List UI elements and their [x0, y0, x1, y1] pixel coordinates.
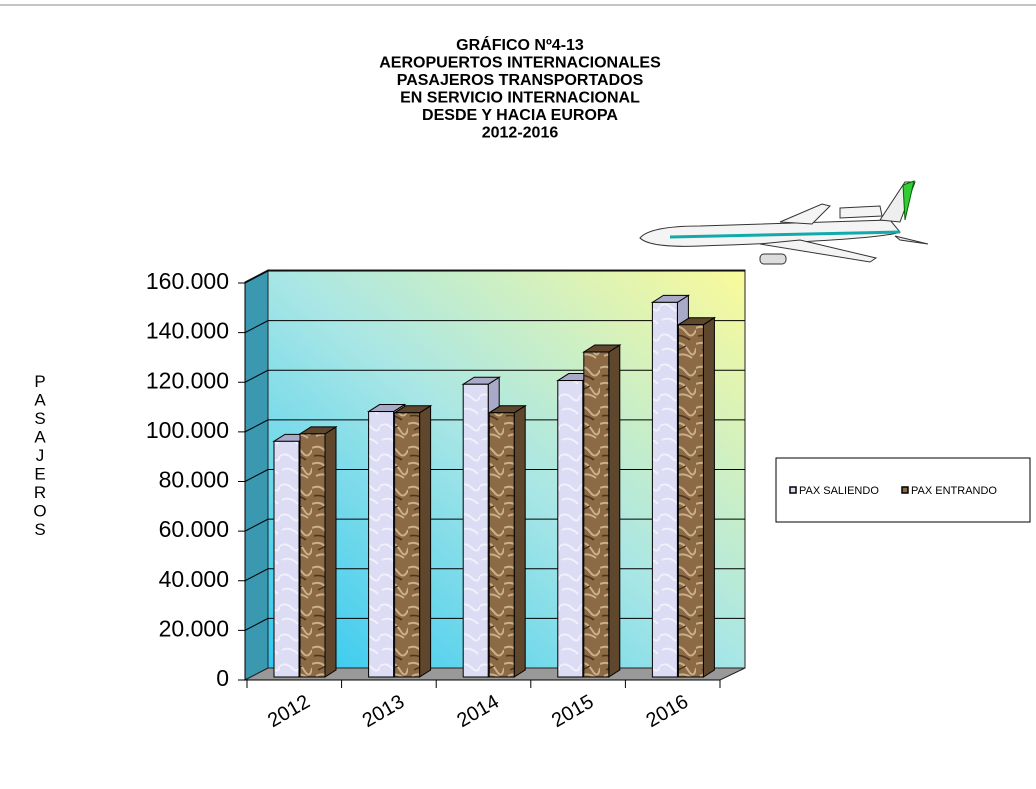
y-tick-label: 120.000: [146, 367, 229, 393]
title-line: DESDE Y HACIA EUROPA: [422, 107, 618, 124]
legend-label: PAX SALIENDO: [799, 485, 879, 497]
y-tick-label: 60.000: [159, 516, 229, 542]
grid-line: [244, 320, 269, 334]
y-tick-label: 160.000: [146, 268, 229, 294]
airplane-icon: [639, 180, 929, 265]
bar: [394, 412, 421, 678]
bar-side: [513, 404, 526, 678]
grid-line: [244, 617, 269, 631]
y-tick-label: 100.000: [146, 417, 229, 443]
bar: [462, 383, 489, 678]
bar-side: [702, 316, 715, 678]
title-line: GRÁFICO Nº4-13: [456, 35, 584, 54]
x-tick-label: 2016: [643, 691, 693, 732]
x-tick-label: 2012: [264, 691, 314, 732]
title-line: 2012-2016: [482, 125, 559, 142]
y-tick-label: 40.000: [159, 566, 229, 592]
grid-line: [244, 270, 269, 284]
grid-line: [244, 518, 269, 532]
title-line: PASAJEROS TRANSPORTADOS: [397, 72, 644, 89]
grid-line: [244, 469, 269, 482]
grid-line: [244, 568, 269, 582]
y-tick-label: 140.000: [146, 318, 229, 344]
bar: [557, 380, 584, 678]
x-tick-label: 2015: [548, 691, 598, 732]
bar: [583, 351, 610, 678]
bar-side: [324, 425, 337, 678]
legend-label: PAX ENTRANDO: [911, 485, 997, 497]
y-tick-label: 20.000: [159, 615, 229, 641]
legend-swatch: [901, 486, 909, 494]
title-line: EN SERVICIO INTERNACIONAL: [400, 90, 640, 107]
bar-side: [608, 344, 621, 678]
grid-line: [244, 369, 269, 383]
legend-swatch: [789, 486, 797, 494]
bar: [488, 412, 515, 678]
bar: [677, 324, 704, 678]
x-tick-label: 2014: [453, 691, 503, 732]
bar: [651, 301, 678, 678]
bar: [299, 433, 326, 678]
bar: [273, 440, 300, 678]
bar-side: [419, 404, 432, 678]
x-tick-label: 2013: [359, 691, 409, 732]
title-line: AEROPUERTOS INTERNACIONALES: [379, 55, 661, 72]
grid-line: [244, 419, 269, 433]
y-tick-label: 0: [216, 665, 229, 691]
y-tick-label: 80.000: [159, 467, 229, 493]
bar: [368, 411, 395, 678]
